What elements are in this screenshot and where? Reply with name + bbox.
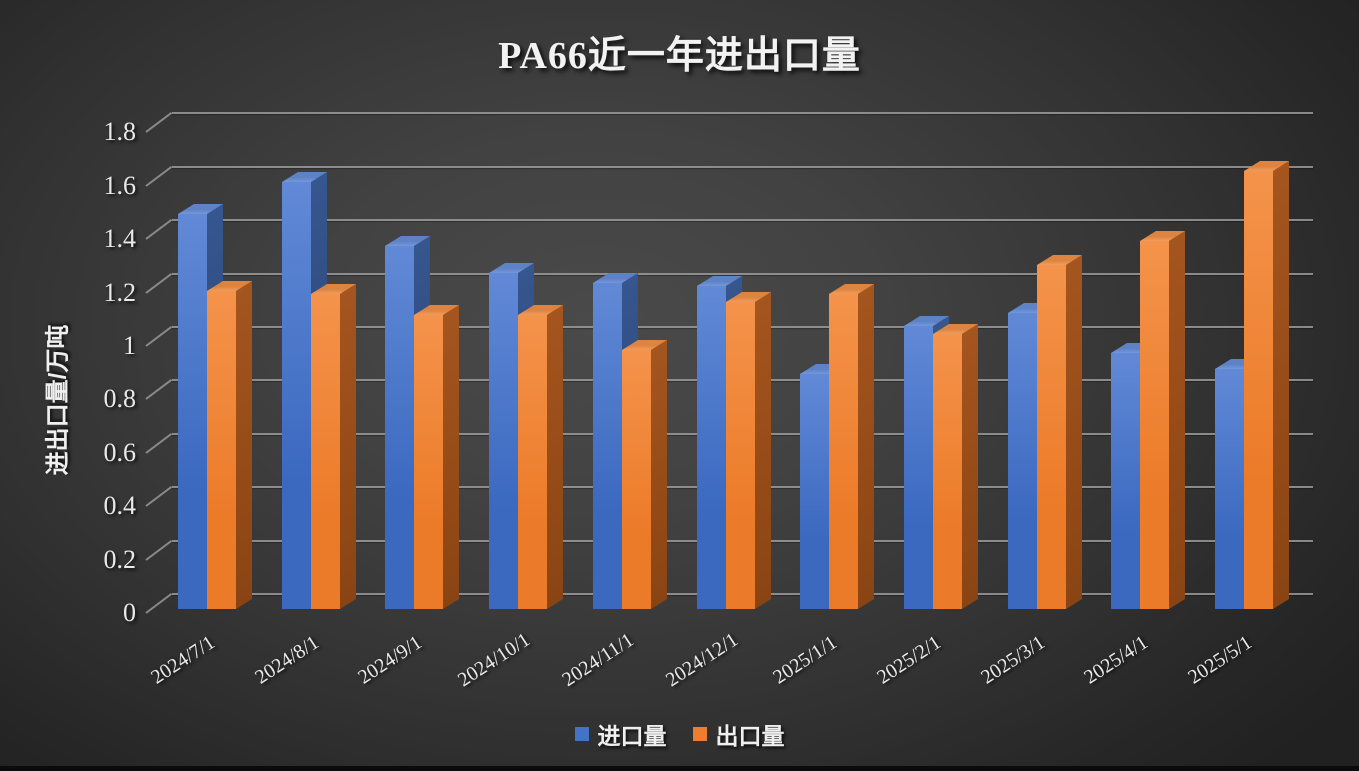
bar-import-2024-7-1-front: [178, 213, 207, 609]
x-axis-label: 2025/2/1: [873, 631, 945, 689]
legend-item-export: 出口量: [692, 717, 785, 751]
bar-export-2025-2-1-side: [961, 323, 978, 609]
bar-import-2024-8-1-front: [281, 181, 311, 609]
x-axis-label: 2025/3/1: [976, 631, 1049, 689]
x-axis-label: 2024/11/1: [558, 628, 638, 692]
axis-tick: [145, 166, 172, 187]
bar-import-2024-11-1-front: [592, 283, 622, 609]
bar-export-2025-3-1-side: [1065, 254, 1082, 609]
legend: 进口量 出口量: [0, 717, 1359, 751]
axis-tick: [145, 593, 172, 614]
axis-tick: [145, 539, 172, 561]
gridline: [172, 272, 1313, 275]
axis-tick: [145, 486, 172, 507]
axis-tick: [145, 379, 172, 401]
bar-export-2024-11-1-front: [621, 350, 651, 609]
y-tick-label: 1.6: [103, 170, 137, 200]
x-axis-label: 2024/10/1: [454, 628, 535, 692]
x-axis-label: 2025/5/1: [1184, 631, 1256, 689]
axis-tick: [145, 112, 172, 134]
bar-export-2024-7-1-side: [236, 281, 252, 609]
bar-export-2025-5-1-side: [1273, 161, 1289, 609]
gridline: [172, 112, 1313, 115]
legend-label-import: 进口量: [597, 723, 667, 749]
bar-export-2024-8-1-side: [339, 283, 356, 609]
bar-export-2024-8-1-front: [310, 293, 340, 609]
bar-export-2024-9-1-front: [414, 315, 444, 609]
axis-tick: [145, 433, 172, 454]
y-tick-label: 1: [123, 331, 136, 360]
bar-export-2024-10-1-side: [547, 305, 564, 609]
gridline: [172, 219, 1313, 222]
bar-export-2025-5-1-front: [1244, 171, 1273, 609]
y-tick-label: 0.4: [103, 491, 137, 521]
y-tick-label: 1.4: [103, 224, 137, 254]
chart-title: PA66近一年进出口量: [498, 35, 861, 77]
import-series-swatch-icon: [574, 727, 589, 741]
bar-export-2025-3-1-front: [1036, 264, 1066, 609]
bar-export-2024-10-1-front: [518, 315, 548, 609]
x-axis-label: 2024/12/1: [661, 628, 742, 692]
legend-item-import: 进口量: [574, 717, 667, 751]
export-series-swatch-icon: [692, 727, 707, 741]
x-axis-label: 2024/8/1: [250, 631, 323, 689]
bar-export-2024-11-1-side: [650, 340, 667, 609]
x-axis-label: 2024/7/1: [147, 631, 219, 689]
axis-tick: [145, 272, 172, 294]
bar-export-2024-7-1-front: [207, 291, 236, 609]
y-tick-label: 0: [123, 598, 136, 627]
axis-tick: [145, 219, 172, 240]
y-tick-label: 0.6: [103, 437, 137, 467]
legend-label-export: 出口量: [715, 723, 785, 749]
bar-export-2025-2-1-front: [932, 333, 962, 609]
bar-export-2025-4-1-front: [1140, 240, 1170, 609]
bar-export-2025-1-1-side: [858, 283, 875, 609]
y-tick-label: 0.8: [103, 384, 137, 414]
y-tick-label: 0.2: [103, 544, 137, 574]
bar-export-2025-4-1-side: [1169, 230, 1186, 609]
x-axis-label: 2024/9/1: [354, 631, 427, 689]
bar-import-2025-4-1-front: [1111, 352, 1141, 609]
bar-export-2024-12-1-front: [725, 301, 755, 609]
bar-import-2025-2-1-front: [903, 325, 933, 609]
bar-import-2024-12-1-front: [696, 285, 726, 609]
y-tick-label: 1.2: [103, 277, 137, 307]
x-axis-label: 2025/4/1: [1080, 631, 1153, 689]
bar-export-2024-9-1-side: [443, 305, 460, 609]
y-tick-label: 1.8: [103, 117, 137, 147]
bar-import-2025-5-1-front: [1215, 368, 1244, 609]
bar-export-2024-12-1-side: [754, 291, 771, 609]
bar-import-2024-10-1-front: [489, 272, 519, 609]
axis-tick: [145, 326, 172, 347]
bar-import-2025-3-1-front: [1007, 312, 1037, 609]
bar-import-2025-1-1-front: [800, 374, 830, 609]
bar-export-2025-1-1-front: [829, 293, 859, 609]
bar-import-2024-9-1-front: [385, 245, 415, 609]
bottom-strip: [0, 766, 1359, 771]
gridline: [172, 165, 1313, 168]
x-axis-label: 2025/1/1: [769, 631, 842, 689]
